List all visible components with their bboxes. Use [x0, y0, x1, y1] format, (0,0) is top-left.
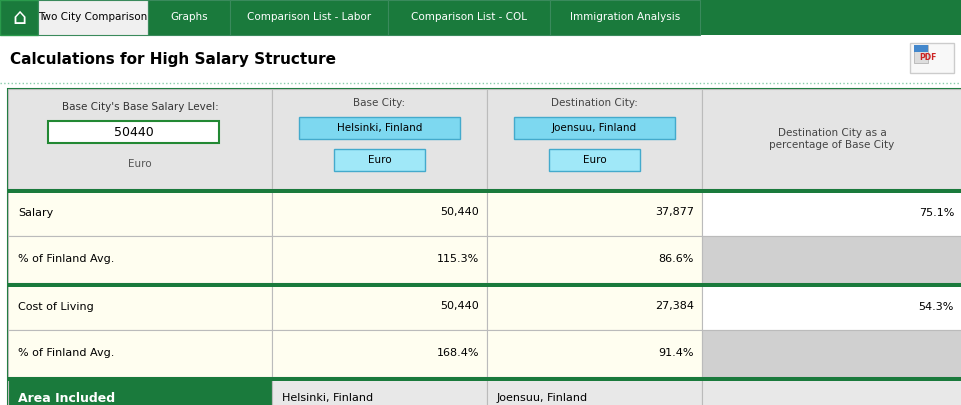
- Bar: [702, 283, 961, 330]
- Bar: [702, 377, 961, 405]
- Bar: [230, 0, 387, 35]
- Text: Euro: Euro: [128, 159, 152, 169]
- Text: Comparison List - COL: Comparison List - COL: [410, 13, 527, 23]
- Text: Graphs: Graphs: [170, 13, 208, 23]
- Text: PDF: PDF: [919, 53, 936, 62]
- Text: Cost of Living: Cost of Living: [18, 301, 93, 311]
- Text: 168.4%: 168.4%: [436, 348, 479, 358]
- Text: 115.3%: 115.3%: [436, 254, 479, 264]
- Text: Joensuu, Finland: Joensuu, Finland: [552, 123, 636, 133]
- Bar: [702, 236, 961, 283]
- Bar: [334, 149, 424, 171]
- Bar: [387, 0, 550, 35]
- Text: Euro: Euro: [367, 155, 391, 165]
- Text: % of Finland Avg.: % of Finland Avg.: [18, 348, 114, 358]
- Bar: [148, 0, 230, 35]
- Text: 50,440: 50,440: [440, 207, 479, 217]
- Bar: [272, 89, 486, 189]
- Bar: [272, 189, 486, 236]
- Text: Base City's Base Salary Level:: Base City's Base Salary Level:: [62, 102, 218, 112]
- Text: Euro: Euro: [582, 155, 605, 165]
- Text: 54.3%: 54.3%: [918, 301, 953, 311]
- Text: Helsinki, Finland: Helsinki, Finland: [282, 393, 373, 403]
- Text: Immigration Analysis: Immigration Analysis: [569, 13, 679, 23]
- Text: Destination City:: Destination City:: [551, 98, 637, 108]
- Bar: [8, 236, 272, 283]
- Bar: [913, 45, 927, 63]
- Text: 50440: 50440: [113, 126, 153, 139]
- Text: Area Included: Area Included: [18, 392, 115, 405]
- Bar: [8, 189, 961, 193]
- Text: Calculations for High Salary Structure: Calculations for High Salary Structure: [10, 53, 335, 68]
- Text: Helsinki, Finland: Helsinki, Finland: [336, 123, 422, 133]
- Bar: [272, 377, 486, 405]
- Bar: [8, 89, 272, 189]
- Bar: [486, 189, 702, 236]
- Text: Comparison List - Labor: Comparison List - Labor: [247, 13, 371, 23]
- Bar: [272, 283, 486, 330]
- Text: 50,440: 50,440: [440, 301, 479, 311]
- Bar: [0, 0, 961, 35]
- Text: Two City Comparison: Two City Comparison: [38, 13, 147, 23]
- Text: Joensuu, Finland: Joensuu, Finland: [497, 393, 587, 403]
- Bar: [299, 117, 459, 139]
- Text: % of Finland Avg.: % of Finland Avg.: [18, 254, 114, 264]
- Text: 86.6%: 86.6%: [658, 254, 693, 264]
- Bar: [47, 121, 219, 143]
- Bar: [909, 43, 953, 73]
- Bar: [8, 330, 272, 377]
- Bar: [0, 35, 961, 83]
- Bar: [513, 117, 675, 139]
- Bar: [702, 330, 961, 377]
- Bar: [272, 236, 486, 283]
- Bar: [8, 89, 961, 405]
- Bar: [0, 0, 38, 35]
- Bar: [913, 45, 927, 52]
- Bar: [486, 236, 702, 283]
- Bar: [8, 283, 272, 330]
- Bar: [550, 0, 700, 35]
- Text: 91.4%: 91.4%: [658, 348, 693, 358]
- Bar: [486, 377, 702, 405]
- Bar: [486, 89, 702, 189]
- Bar: [702, 189, 961, 236]
- Text: Destination City as a
percentage of Base City: Destination City as a percentage of Base…: [769, 128, 894, 150]
- Bar: [8, 283, 961, 287]
- Bar: [8, 377, 961, 381]
- Bar: [38, 0, 148, 35]
- Text: Salary: Salary: [18, 207, 53, 217]
- Bar: [702, 89, 961, 189]
- Bar: [8, 377, 272, 405]
- Text: Base City:: Base City:: [353, 98, 406, 108]
- Text: 37,877: 37,877: [654, 207, 693, 217]
- Bar: [549, 149, 639, 171]
- Bar: [486, 283, 702, 330]
- Bar: [486, 330, 702, 377]
- Bar: [272, 330, 486, 377]
- Text: 75.1%: 75.1%: [918, 207, 953, 217]
- Text: ⌂: ⌂: [12, 8, 26, 28]
- Text: 27,384: 27,384: [654, 301, 693, 311]
- Bar: [8, 189, 272, 236]
